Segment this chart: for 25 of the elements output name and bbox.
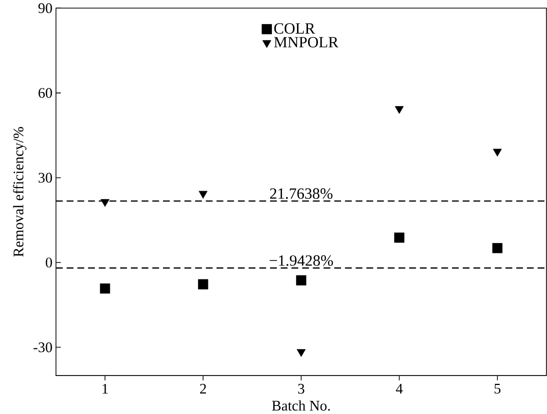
- ref-line-label: 21.7638%: [270, 188, 332, 199]
- x-axis-title: Batch No.: [272, 400, 330, 411]
- point: [100, 199, 110, 207]
- x-tick-label: 3: [298, 384, 304, 394]
- point: [198, 279, 208, 290]
- y-axis-title: Removal efficiency/%: [12, 127, 26, 257]
- x-tick-label: 2: [200, 384, 206, 394]
- legend-label: COLR: [274, 23, 316, 34]
- x-tick-label: 1: [102, 384, 108, 394]
- y-tick-label: 0: [46, 258, 52, 268]
- x-tick-label: 5: [494, 384, 500, 394]
- ref-line-label: −1.9428%: [270, 255, 333, 266]
- x-tick-label: 4: [396, 384, 403, 394]
- legend-label: MNPOLR: [274, 37, 338, 48]
- point: [100, 283, 110, 294]
- point: [198, 190, 208, 199]
- point: [492, 243, 502, 254]
- y-tick-label: 90: [38, 3, 52, 14]
- point: [394, 106, 404, 114]
- point: [492, 148, 502, 157]
- point: [296, 275, 306, 286]
- y-tick-label: 60: [38, 88, 52, 98]
- y-tick-label: 30: [38, 172, 52, 183]
- point: [394, 232, 404, 243]
- y-tick-label: -30: [34, 342, 52, 352]
